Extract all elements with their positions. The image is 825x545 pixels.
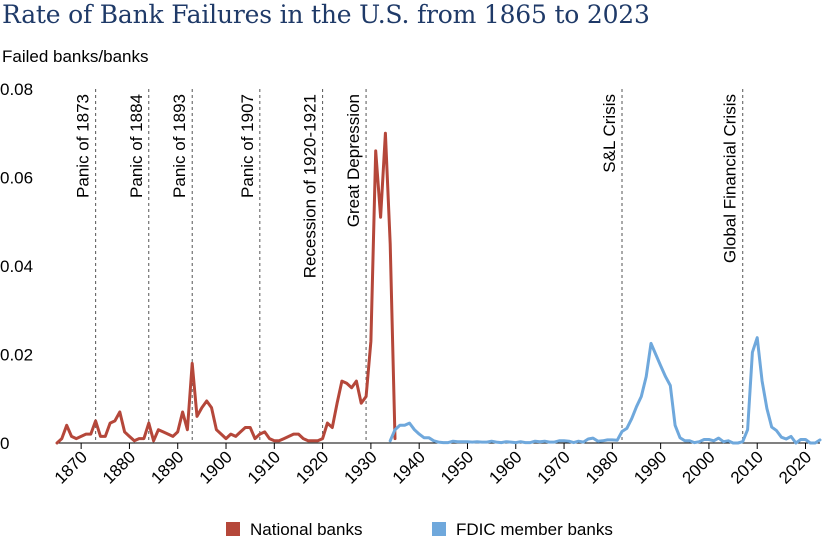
legend-swatch	[432, 522, 446, 536]
x-tick-label: 1950	[437, 447, 477, 487]
x-tick-label: 1920	[292, 447, 332, 487]
x-tick-label: 2000	[679, 447, 719, 487]
chart-title: Rate of Bank Failures in the U.S. from 1…	[2, 0, 650, 29]
x-tick-label: 1930	[341, 447, 381, 487]
legend: National banks FDIC member banks	[226, 520, 613, 539]
legend-label: FDIC member banks	[456, 520, 613, 539]
x-tick-label: 1960	[485, 447, 525, 487]
event-label: Panic of 1893	[170, 94, 189, 198]
event-label: Recession of 1920-1921	[301, 94, 320, 278]
event-label: Great Depression	[344, 94, 363, 227]
y-tick-label: 0.04	[0, 257, 33, 276]
event-label: Panic of 1907	[238, 94, 257, 198]
x-axis-ticks: 1870 1880 1890 1900 1910 1920 1930 1940 1950 1960…	[51, 442, 820, 488]
x-tick-label: 1900	[196, 447, 236, 487]
series-line	[55, 131, 397, 445]
x-tick-label: 2020	[775, 447, 815, 487]
event-markers: Panic of 1873 Panic of 1884 Panic of 1893 P…	[74, 89, 744, 443]
series-line	[388, 336, 822, 445]
y-tick-label: 0.06	[0, 169, 33, 188]
y-tick-label: 0	[0, 434, 9, 453]
event-label: Panic of 1884	[127, 94, 146, 198]
y-axis-ticks: 0 0.02 0.04 0.06 0.08	[0, 80, 33, 453]
data-series	[55, 131, 822, 445]
x-tick-label: 1870	[51, 447, 91, 487]
y-tick-label: 0.08	[0, 80, 33, 99]
event-label: S&L Crisis	[600, 94, 619, 173]
legend-label: National banks	[250, 520, 362, 539]
x-tick-label: 1880	[99, 447, 139, 487]
event-label: Panic of 1873	[74, 94, 93, 198]
event-label: Global Financial Crisis	[721, 94, 740, 263]
x-tick-label: 1970	[534, 447, 574, 487]
x-tick-label: 2010	[727, 447, 767, 487]
x-tick-label: 1910	[244, 447, 284, 487]
x-tick-label: 1980	[582, 447, 622, 487]
x-tick-label: 1890	[147, 447, 187, 487]
x-tick-label: 1940	[389, 447, 429, 487]
x-tick-label: 1990	[630, 447, 670, 487]
y-axis-label: Failed banks/banks	[2, 47, 148, 66]
legend-swatch	[226, 522, 240, 536]
y-tick-label: 0.02	[0, 346, 33, 365]
